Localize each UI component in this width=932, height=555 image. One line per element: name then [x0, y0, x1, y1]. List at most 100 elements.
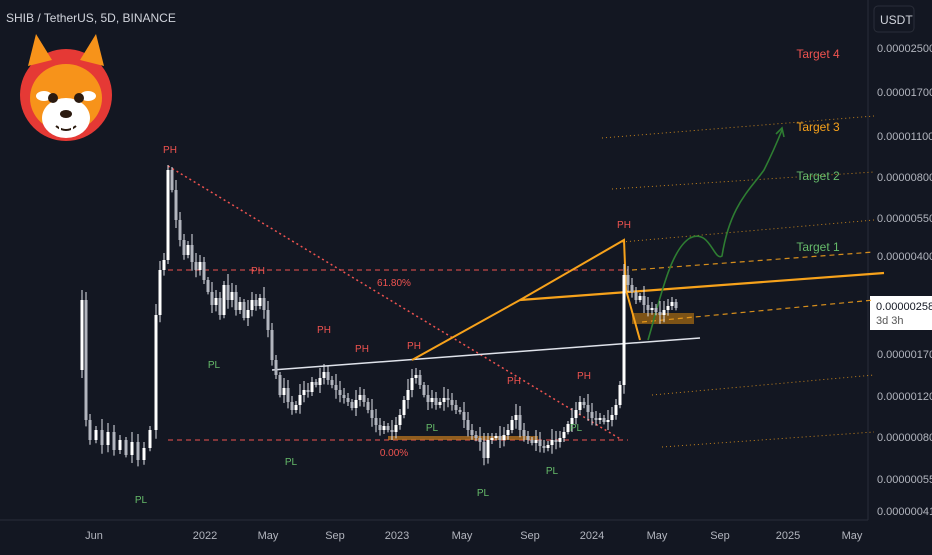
candle-body[interactable]: [626, 275, 630, 285]
candle-body[interactable]: [222, 285, 226, 315]
candle-body[interactable]: [362, 395, 366, 402]
candle-body[interactable]: [154, 315, 158, 430]
candle-body[interactable]: [582, 402, 586, 405]
candle-body[interactable]: [298, 395, 302, 405]
candle-body[interactable]: [274, 360, 278, 375]
candle-body[interactable]: [310, 382, 314, 392]
candle-body[interactable]: [94, 430, 98, 440]
candle-body[interactable]: [112, 432, 116, 450]
candle-body[interactable]: [282, 388, 286, 395]
candle-body[interactable]: [490, 438, 494, 440]
candle-body[interactable]: [654, 308, 658, 312]
candle-body[interactable]: [478, 438, 482, 442]
candle-body[interactable]: [136, 442, 140, 460]
candle-body[interactable]: [342, 395, 346, 398]
candle-body[interactable]: [550, 440, 554, 445]
candle-body[interactable]: [124, 440, 128, 455]
candle-body[interactable]: [494, 436, 498, 438]
candle-body[interactable]: [218, 298, 222, 315]
candle-body[interactable]: [486, 440, 490, 458]
entry-zone[interactable]: [632, 313, 694, 324]
candle-body[interactable]: [606, 420, 610, 422]
candle-body[interactable]: [378, 425, 382, 430]
orange-trendline[interactable]: [519, 271, 885, 302]
candle-body[interactable]: [322, 372, 326, 378]
projection-path[interactable]: [647, 129, 783, 341]
candle-body[interactable]: [402, 400, 406, 415]
candle-body[interactable]: [510, 420, 514, 430]
candle-body[interactable]: [650, 308, 654, 310]
neckline[interactable]: [271, 337, 701, 371]
candle-body[interactable]: [238, 302, 242, 310]
candle-body[interactable]: [358, 395, 362, 400]
candle-body[interactable]: [306, 390, 310, 392]
candle-body[interactable]: [638, 296, 642, 300]
candle-body[interactable]: [642, 296, 646, 305]
candle-body[interactable]: [466, 420, 470, 430]
candle-body[interactable]: [314, 382, 318, 385]
candle-body[interactable]: [290, 402, 294, 410]
candle-body[interactable]: [410, 378, 414, 390]
candle-body[interactable]: [214, 298, 218, 305]
candle-body[interactable]: [174, 190, 178, 220]
candle-body[interactable]: [470, 430, 474, 435]
drawing-layer[interactable]: [167, 115, 885, 448]
candle-body[interactable]: [586, 405, 590, 412]
candle-body[interactable]: [206, 280, 210, 292]
candle-body[interactable]: [100, 430, 104, 445]
candle-body[interactable]: [630, 285, 634, 292]
candle-body[interactable]: [230, 292, 234, 300]
candle-body[interactable]: [506, 430, 510, 435]
candle-body[interactable]: [598, 418, 602, 420]
candle-body[interactable]: [210, 292, 214, 305]
candle-body[interactable]: [646, 305, 650, 310]
candle-body[interactable]: [566, 424, 570, 432]
candle-body[interactable]: [482, 442, 486, 458]
candle-body[interactable]: [442, 398, 446, 402]
candle-body[interactable]: [250, 300, 254, 310]
candle-body[interactable]: [526, 436, 530, 440]
candle-body[interactable]: [518, 415, 522, 430]
candle-body[interactable]: [414, 375, 418, 378]
candle-body[interactable]: [226, 285, 230, 300]
candle-body[interactable]: [674, 302, 678, 308]
candle-body[interactable]: [530, 440, 534, 443]
candle-body[interactable]: [634, 292, 638, 300]
candle-body[interactable]: [198, 262, 202, 270]
candle-body[interactable]: [142, 448, 146, 460]
candle-body[interactable]: [194, 262, 198, 270]
candle-body[interactable]: [558, 438, 562, 442]
candle-body[interactable]: [522, 430, 526, 436]
time-axis[interactable]: Jun 2022 May Sep 2023 May Sep 2024 May Sep 2025 May: [0, 519, 868, 542]
candle-body[interactable]: [474, 435, 478, 438]
candle-body[interactable]: [666, 306, 670, 310]
candle-body[interactable]: [106, 432, 110, 445]
candle-body[interactable]: [354, 400, 358, 408]
candle-body[interactable]: [662, 310, 666, 315]
candle-body[interactable]: [458, 410, 462, 412]
candle-body[interactable]: [148, 430, 152, 448]
candle-body[interactable]: [278, 375, 282, 395]
currency-button[interactable]: [873, 5, 915, 33]
candle-body[interactable]: [80, 300, 84, 370]
candle-body[interactable]: [350, 402, 354, 408]
candle-body[interactable]: [658, 312, 662, 315]
candle-body[interactable]: [622, 275, 626, 385]
candle-body[interactable]: [422, 385, 426, 395]
candle-body[interactable]: [270, 330, 274, 360]
candle-body[interactable]: [266, 310, 270, 330]
candle-body[interactable]: [394, 425, 398, 432]
candle-body[interactable]: [610, 415, 614, 420]
candle-body[interactable]: [334, 385, 338, 390]
candle-body[interactable]: [118, 440, 122, 450]
candle-body[interactable]: [430, 398, 434, 402]
candle-body[interactable]: [338, 390, 342, 395]
candle-body[interactable]: [578, 402, 582, 410]
candle-body[interactable]: [574, 410, 578, 418]
candle-body[interactable]: [162, 260, 166, 270]
candle-body[interactable]: [318, 378, 322, 385]
candle-body[interactable]: [258, 298, 262, 306]
candle-body[interactable]: [570, 418, 574, 424]
projection-channel-line[interactable]: [631, 251, 875, 271]
